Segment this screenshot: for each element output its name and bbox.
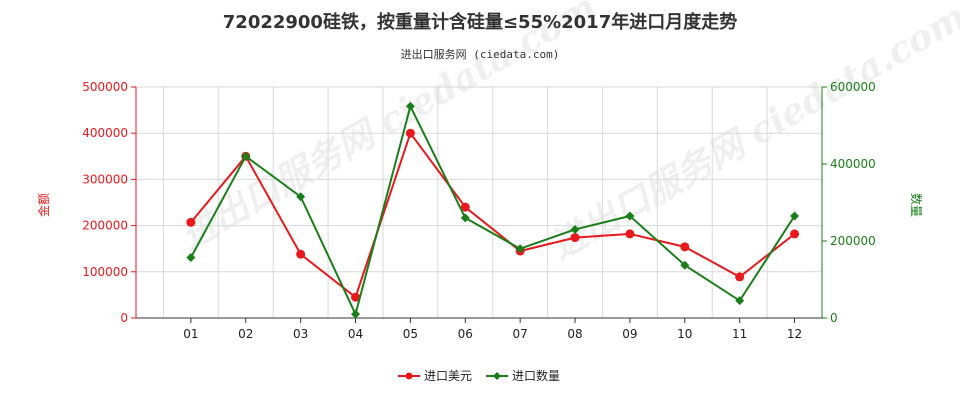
legend-marker-import-usd bbox=[405, 372, 413, 380]
right-axis-title: 数量 bbox=[909, 193, 924, 217]
x-tick-label: 11 bbox=[732, 327, 747, 341]
x-tick-label: 06 bbox=[458, 327, 473, 341]
chart-subtitle: 进出口服务网 (ciedata.com) bbox=[401, 47, 560, 61]
point-import-qty bbox=[570, 224, 580, 234]
point-import-qty bbox=[735, 296, 745, 306]
point-import-qty bbox=[405, 101, 415, 111]
point-import-qty bbox=[515, 244, 525, 254]
point-import-qty bbox=[241, 151, 251, 161]
x-tick-label: 12 bbox=[787, 327, 802, 341]
watermark-left: 进出口服务网 ciedata.com bbox=[174, 0, 604, 258]
legend: 进口美元 进口数量 bbox=[398, 368, 560, 383]
point-import-qty bbox=[790, 211, 800, 221]
x-tick-label: 01 bbox=[183, 327, 198, 341]
x-tick-label: 10 bbox=[677, 327, 692, 341]
left-tick-label: 100000 bbox=[82, 265, 128, 279]
chart-title: 72022900硅铁，按重量计含硅量≤55%2017年进口月度走势 bbox=[223, 11, 737, 33]
x-tick-label: 02 bbox=[238, 327, 253, 341]
point-import-usd bbox=[296, 249, 306, 259]
series-line-import-usd bbox=[190, 131, 796, 299]
legend-label-import-qty: 进口数量 bbox=[512, 368, 560, 383]
series-layer bbox=[186, 101, 800, 319]
point-import-usd bbox=[460, 202, 470, 212]
point-import-usd bbox=[625, 229, 635, 239]
right-tick-label: 400000 bbox=[830, 157, 876, 171]
right-tick-label: 0 bbox=[830, 311, 838, 325]
point-import-usd bbox=[680, 242, 690, 252]
point-import-qty bbox=[296, 192, 306, 202]
x-tick-label: 05 bbox=[403, 327, 418, 341]
x-tick-label: 08 bbox=[567, 327, 582, 341]
point-import-qty bbox=[625, 211, 635, 221]
left-axis-ticks: 0 100000 200000 300000 400000 500000 bbox=[82, 80, 136, 325]
point-import-qty bbox=[460, 213, 470, 223]
axes bbox=[135, 87, 823, 319]
left-tick-label: 500000 bbox=[82, 80, 128, 94]
x-tick-label: 03 bbox=[293, 327, 308, 341]
series-line-import-qty bbox=[190, 103, 796, 318]
point-import-qty bbox=[186, 253, 196, 263]
x-tick-label: 04 bbox=[348, 327, 363, 341]
left-tick-label: 200000 bbox=[82, 219, 128, 233]
point-import-usd bbox=[351, 292, 361, 302]
point-import-usd bbox=[735, 272, 745, 282]
left-tick-label: 300000 bbox=[82, 172, 128, 186]
point-import-usd bbox=[186, 217, 196, 227]
point-import-qty bbox=[680, 260, 690, 270]
point-import-qty bbox=[351, 309, 361, 319]
x-tick-label: 09 bbox=[622, 327, 637, 341]
point-import-usd bbox=[790, 229, 800, 239]
left-tick-label: 400000 bbox=[82, 126, 128, 140]
right-axis-ticks: 0 200000 400000 600000 bbox=[822, 80, 876, 325]
x-tick-label: 07 bbox=[513, 327, 528, 341]
x-axis-ticks: 01 02 03 04 05 06 07 08 09 10 11 12 bbox=[183, 318, 802, 341]
right-tick-label: 600000 bbox=[830, 80, 876, 94]
watermark-right: 进出口服务网 ciedata.com bbox=[544, 0, 960, 268]
legend-marker-import-qty bbox=[493, 372, 501, 380]
legend-label-import-usd: 进口美元 bbox=[424, 369, 472, 383]
right-tick-label: 200000 bbox=[830, 234, 876, 248]
point-import-usd bbox=[570, 233, 580, 243]
left-tick-label: 0 bbox=[120, 311, 128, 325]
point-import-usd bbox=[405, 128, 415, 138]
left-axis-title: 金额 bbox=[36, 193, 51, 217]
